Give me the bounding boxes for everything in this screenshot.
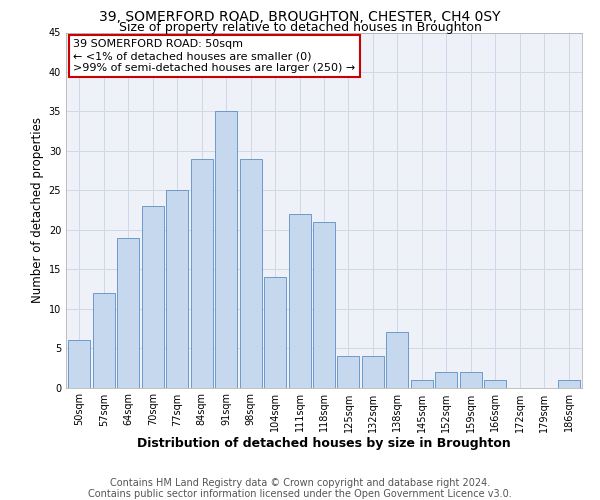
Text: 39 SOMERFORD ROAD: 50sqm
← <1% of detached houses are smaller (0)
>99% of semi-d: 39 SOMERFORD ROAD: 50sqm ← <1% of detach… — [73, 40, 355, 72]
Text: Size of property relative to detached houses in Broughton: Size of property relative to detached ho… — [119, 21, 481, 34]
Bar — [435, 372, 457, 388]
Bar — [411, 380, 433, 388]
Y-axis label: Number of detached properties: Number of detached properties — [31, 117, 44, 303]
Bar — [362, 356, 384, 388]
Bar — [215, 112, 237, 388]
Bar — [118, 238, 139, 388]
Bar — [289, 214, 311, 388]
Bar — [557, 380, 580, 388]
X-axis label: Distribution of detached houses by size in Broughton: Distribution of detached houses by size … — [137, 438, 511, 450]
Bar — [460, 372, 482, 388]
Text: Contains public sector information licensed under the Open Government Licence v3: Contains public sector information licen… — [88, 489, 512, 499]
Bar — [191, 158, 213, 388]
Bar — [386, 332, 409, 388]
Bar — [239, 158, 262, 388]
Bar — [166, 190, 188, 388]
Bar — [313, 222, 335, 388]
Bar — [68, 340, 91, 388]
Bar — [93, 293, 115, 388]
Bar — [264, 277, 286, 388]
Text: 39, SOMERFORD ROAD, BROUGHTON, CHESTER, CH4 0SY: 39, SOMERFORD ROAD, BROUGHTON, CHESTER, … — [99, 10, 501, 24]
Bar — [484, 380, 506, 388]
Bar — [337, 356, 359, 388]
Text: Contains HM Land Registry data © Crown copyright and database right 2024.: Contains HM Land Registry data © Crown c… — [110, 478, 490, 488]
Bar — [142, 206, 164, 388]
